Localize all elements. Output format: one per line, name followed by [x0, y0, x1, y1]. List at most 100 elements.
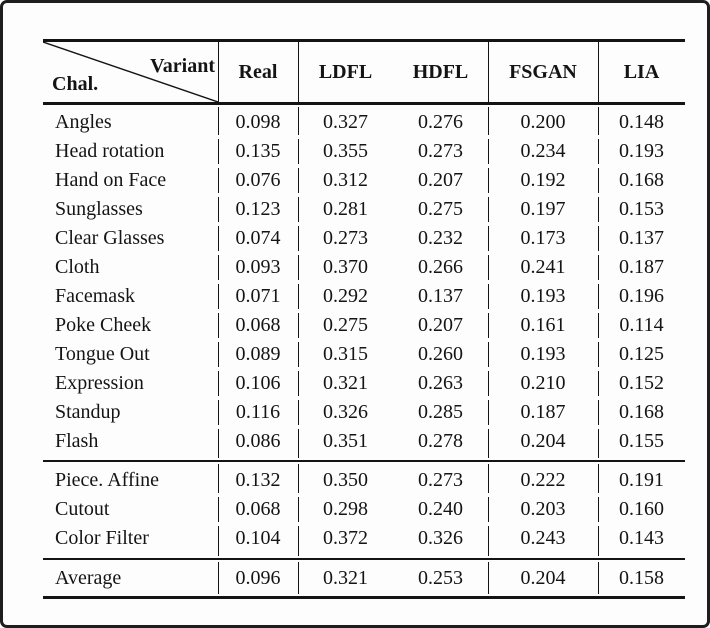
value-cell: 0.076	[218, 166, 298, 195]
row-label: Sunglasses	[55, 198, 143, 220]
diagonal-line	[43, 42, 218, 102]
table-row: Angles 0.098 0.327 0.276 0.200 0.148	[43, 104, 685, 138]
value-cell: 0.351	[298, 427, 393, 461]
value-cell: 0.125	[598, 340, 685, 369]
value-cell: 0.096	[218, 559, 298, 598]
column-header-hdfl: HDFL	[412, 60, 469, 83]
value-cell: 0.204	[488, 427, 598, 461]
value-cell: 0.093	[218, 253, 298, 282]
row-label: Head rotation	[55, 140, 165, 162]
table-row: Tongue Out 0.089 0.315 0.260 0.193 0.125	[43, 340, 685, 369]
value-cell: 0.104	[218, 524, 298, 559]
table-row: Expression 0.106 0.321 0.263 0.210 0.152	[43, 369, 685, 398]
column-header-fsgan: FSGAN	[488, 40, 598, 104]
row-label: Facemask	[55, 285, 135, 307]
value-cell: 0.260	[418, 343, 463, 365]
value-cell: 0.089	[218, 340, 298, 369]
value-cell: 0.241	[488, 253, 598, 282]
table-row: Head rotation 0.135 0.355 0.273 0.234 0.193	[43, 137, 685, 166]
row-label: Flash	[55, 430, 99, 452]
value-cell: 0.152	[598, 369, 685, 398]
corner-variant-label: Variant	[150, 55, 215, 77]
value-cell: 0.326	[298, 398, 393, 427]
section-summary: Average 0.096 0.321 0.253 0.204 0.158	[43, 559, 685, 598]
value-cell: 0.086	[218, 427, 298, 461]
value-cell: 0.193	[488, 282, 598, 311]
value-cell: 0.173	[488, 224, 598, 253]
value-cell: 0.315	[298, 340, 393, 369]
value-cell: 0.116	[218, 398, 298, 427]
value-cell: 0.197	[488, 195, 598, 224]
value-cell: 0.273	[418, 469, 463, 491]
value-cell: 0.074	[218, 224, 298, 253]
value-cell: 0.240	[418, 498, 463, 520]
value-cell: 0.263	[418, 372, 463, 394]
row-label: Standup	[55, 401, 121, 423]
value-cell: 0.372	[298, 524, 393, 559]
table-row: Facemask 0.071 0.292 0.137 0.193 0.196	[43, 282, 685, 311]
value-cell: 0.278	[418, 430, 463, 452]
value-cell: 0.210	[488, 369, 598, 398]
value-cell: 0.158	[598, 559, 685, 598]
value-cell: 0.168	[598, 398, 685, 427]
value-cell: 0.321	[298, 369, 393, 398]
value-cell: 0.098	[218, 104, 298, 138]
value-cell: 0.207	[418, 314, 463, 336]
value-cell: 0.350	[298, 461, 393, 495]
table-row: Cutout 0.068 0.298 0.240 0.203 0.160	[43, 495, 685, 524]
value-cell: 0.143	[598, 524, 685, 559]
row-label: Piece. Affine	[55, 469, 160, 491]
value-cell: 0.222	[488, 461, 598, 495]
value-cell: 0.312	[298, 166, 393, 195]
table-row: Clear Glasses 0.074 0.273 0.232 0.173 0.137	[43, 224, 685, 253]
value-cell: 0.192	[488, 166, 598, 195]
value-cell: 0.253	[418, 566, 463, 589]
value-cell: 0.204	[488, 559, 598, 598]
row-label: Average	[55, 566, 122, 589]
value-cell: 0.266	[418, 256, 463, 278]
value-cell: 0.292	[298, 282, 393, 311]
value-cell: 0.071	[218, 282, 298, 311]
value-cell: 0.153	[598, 195, 685, 224]
table-row: Sunglasses 0.123 0.281 0.275 0.197 0.153	[43, 195, 685, 224]
value-cell: 0.161	[488, 311, 598, 340]
corner-cell: Variant Chal.	[43, 41, 218, 104]
value-cell: 0.327	[298, 104, 393, 138]
value-cell: 0.207	[418, 169, 463, 191]
value-cell: 0.068	[218, 495, 298, 524]
value-cell: 0.106	[218, 369, 298, 398]
value-cell: 0.298	[298, 495, 393, 524]
row-label: Clear Glasses	[55, 227, 165, 249]
table-row: Poke Cheek 0.068 0.275 0.207 0.161 0.114	[43, 311, 685, 340]
row-label: Tongue Out	[55, 343, 150, 365]
column-header-real: Real	[218, 40, 298, 104]
table-row: Color Filter 0.104 0.372 0.326 0.243 0.143	[43, 524, 685, 559]
value-cell: 0.160	[598, 495, 685, 524]
table-row: Flash 0.086 0.351 0.278 0.204 0.155	[43, 427, 685, 461]
value-cell: 0.273	[418, 140, 463, 162]
value-cell: 0.196	[598, 282, 685, 311]
value-cell: 0.191	[598, 461, 685, 495]
row-label: Cloth	[55, 256, 100, 278]
section-challenges: Angles 0.098 0.327 0.276 0.200 0.148 Head rota…	[43, 104, 685, 462]
row-label: Color Filter	[55, 527, 149, 549]
value-cell: 0.123	[218, 195, 298, 224]
value-cell: 0.243	[488, 524, 598, 559]
value-cell: 0.187	[598, 253, 685, 282]
value-cell: 0.203	[488, 495, 598, 524]
table-row: Hand on Face 0.076 0.312 0.207 0.192 0.168	[43, 166, 685, 195]
value-cell: 0.326	[418, 527, 463, 549]
row-label: Cutout	[55, 498, 110, 520]
table-row: Standup 0.116 0.326 0.285 0.187 0.168	[43, 398, 685, 427]
value-cell: 0.137	[598, 224, 685, 253]
value-cell: 0.200	[488, 104, 598, 138]
value-cell: 0.273	[298, 224, 393, 253]
table-row: Cloth 0.093 0.370 0.266 0.241 0.187	[43, 253, 685, 282]
value-cell: 0.355	[298, 137, 393, 166]
value-cell: 0.281	[298, 195, 393, 224]
value-cell: 0.285	[418, 401, 463, 423]
row-label: Poke Cheek	[55, 314, 152, 336]
value-cell: 0.370	[298, 253, 393, 282]
value-cell: 0.275	[418, 198, 463, 220]
